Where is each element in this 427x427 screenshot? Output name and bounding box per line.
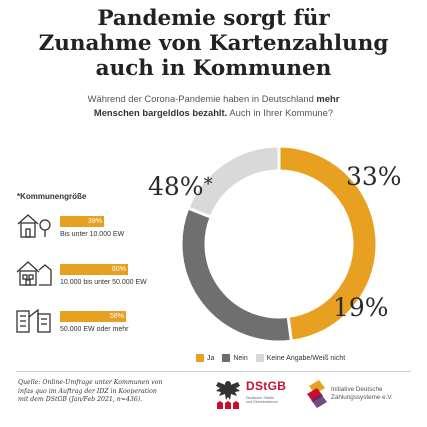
group-small: 39% Bis unter 10.000 EW [14, 210, 194, 260]
group-large: 58% 50.000 EW oder mehr [14, 305, 194, 355]
bar-value-large: 58% [109, 312, 124, 320]
subtitle-text-1: Während der Corona-Pandemie haben in Deu… [87, 93, 317, 104]
subtitle-bold-2: Menschen bargeldlos bezahlt. [93, 107, 228, 118]
bar-value-small: 39% [87, 217, 102, 225]
bar-value-medium: 60% [111, 265, 126, 273]
source-line-3: mit dem DStGB (Jan/Feb 2021, n=436). [18, 396, 143, 404]
bar-label-large: 50.000 EW oder mehr [60, 326, 129, 333]
house-large-icon [16, 308, 51, 333]
pct-label-nein: 33% [346, 162, 402, 191]
idz-logo-text: Initiative Deutsche Zahlungssysteme e.V. [331, 386, 393, 401]
donut-slice-nein [179, 205, 293, 344]
house-medium-icon [16, 261, 52, 286]
subtitle-bold-1: mehr [316, 93, 340, 104]
bar-label-medium: 10.000 bis unter 50.000 EW [60, 279, 147, 286]
subtitle-text-2: Auch in Ihrer Kommune? [227, 107, 334, 118]
source-line-2: infas quo im Auftrag der IDZ in Kooperat… [18, 387, 157, 395]
house-small-icon [17, 214, 51, 238]
pct-star: * [203, 174, 213, 195]
legend-item-ja: Ja [196, 354, 214, 362]
chart-subtitle: Während der Corona-Pandemie haben in Deu… [0, 92, 427, 120]
eagle-icon [216, 381, 240, 409]
pct-label-keine-angabe: 19% [333, 293, 389, 322]
title-line-1: Pandemie sorgt für [97, 6, 330, 31]
chart-title: Pandemie sorgt für Zunahme von Kartenzah… [0, 6, 427, 81]
bar-small [60, 216, 104, 227]
dstgb-name: DStGB [246, 379, 287, 393]
legend-swatch-nein [222, 354, 231, 362]
legend-item-nein: Nein [222, 354, 248, 362]
group-medium: 60% 10.000 bis unter 50.000 EW [14, 258, 194, 308]
legend-item-keine-angabe: Keine Angabe/Weiß nicht [255, 354, 345, 362]
legend-swatch-keine-angabe [255, 354, 264, 362]
bar-label-small: Bis unter 10.000 EW [60, 231, 125, 238]
source-line-1: Quelle: Online-Umfrage unter Kommunen vo… [18, 379, 163, 386]
title-line-2: Zunahme von Kartenzahlung [38, 31, 389, 56]
legend-swatch-ja [196, 354, 204, 362]
donut-legend: Ja Nein Keine Angabe/Weiß nicht [196, 354, 351, 362]
source-note: Quelle: Online-Umfrage unter Kommunen vo… [18, 379, 202, 405]
bar-medium [60, 264, 128, 275]
pct-label-ja: 48%* [148, 172, 213, 201]
title-line-3: auch in Kommunen [95, 56, 332, 81]
idz-logo-icon [307, 380, 327, 408]
kommunen-title: *Kommunengröße [17, 192, 87, 201]
dstgb-subtext: Deutscher Städte- und Gemeindebund [246, 396, 278, 405]
footer-divider [16, 371, 411, 372]
bar-large [60, 311, 126, 322]
